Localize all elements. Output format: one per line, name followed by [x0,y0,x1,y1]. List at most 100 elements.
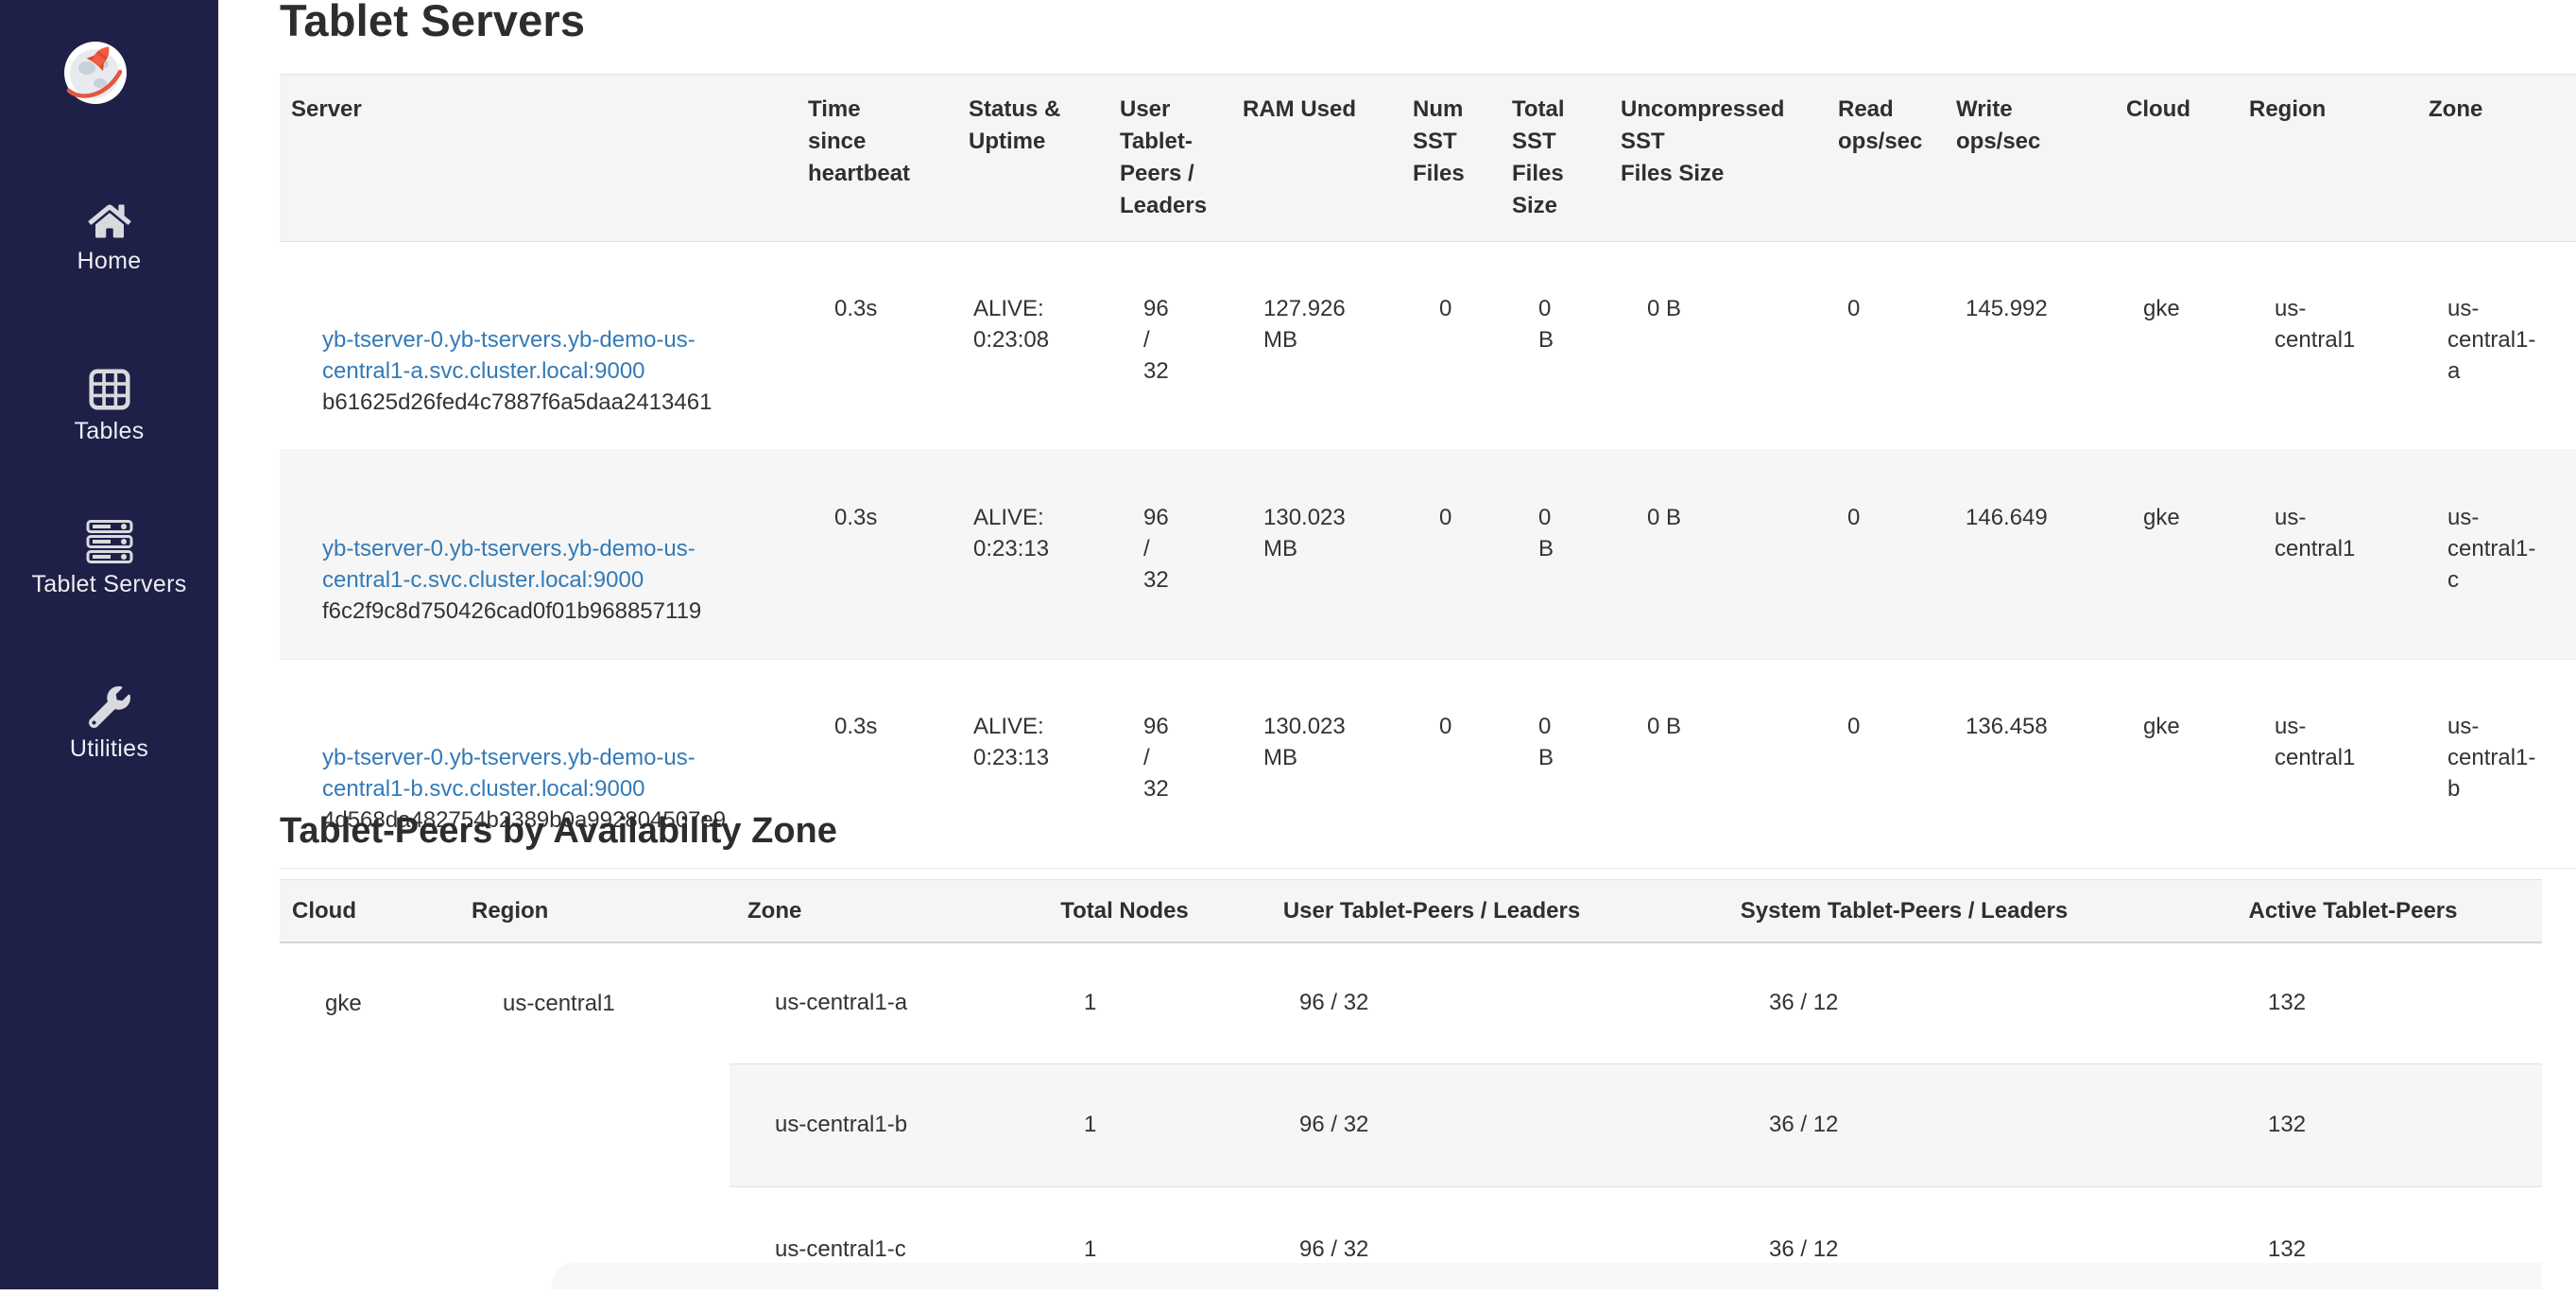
sidebar-item-tables[interactable]: Tables [0,369,218,445]
az-region [454,1186,730,1313]
col-header-uncompressed-sst-files-size: Uncompressed SST Files Size [1611,74,1829,242]
col-header-ram-used: RAM Used [1233,74,1403,242]
total-sst-files-size: 0 B [1538,296,1554,353]
sidebar-item-home[interactable]: Home [0,202,218,275]
next-row-peek [552,1263,2542,1289]
az-active-peers: 132 [2164,1062,2542,1187]
ram-used: 130.023 MB [1263,505,1346,561]
cloud: gke [2143,296,2180,321]
read-ops: 0 [1847,296,1861,321]
col-header-zone: Zone [2419,74,2576,242]
col-header-zone: Zone [730,879,1030,943]
status-uptime: ALIVE: 0:23:13 [973,505,1050,561]
sidebar-item-utilities[interactable]: Utilities [0,686,218,763]
az-table-header-row: Cloud Region Zone Total Nodes User Table… [280,879,2542,943]
sidebar-item-label: Home [77,248,142,274]
tables-icon [88,369,130,410]
total-sst-files-size: 0 B [1538,505,1554,561]
az-zone: us-central1-a [775,990,908,1016]
az-row: us-central1-c 1 96 / 32 36 / 12 132 [280,1186,2542,1313]
col-header-total-sst-files-size: Total SST Files Size [1503,74,1611,242]
az-zone: us-central1-b [730,1062,1030,1187]
yugabyte-logo-icon [64,42,127,104]
col-header-cloud: Cloud [280,879,454,943]
ram-used: 130.023 MB [1263,714,1346,770]
az-cloud [280,1063,454,1186]
tserver-row: yb-tserver-0.yb-tservers.yb-demo-us- cen… [280,660,2576,869]
main-content: Tablet Servers Server Time since heartbe… [218,0,2576,1289]
az-cloud: gke [325,990,362,1016]
az-system-peers: 36 / 12 [1769,1236,1839,1263]
num-sst-files: 0 [1439,714,1452,739]
yugabyte-logo[interactable] [62,40,129,106]
az-active-peers: 132 [2268,990,2307,1016]
time-since-heartbeat: 0.3s [834,296,878,321]
total-sst-files-size: 0 B [1538,714,1554,770]
region: us- central1 [2275,714,2356,770]
zone: us- central1- a [2447,296,2536,384]
az-user-peers: 96 / 32 [1219,1062,1644,1187]
az-total-nodes: 1 [1084,1236,1097,1263]
col-header-read-ops: Read ops/sec [1829,74,1947,242]
col-header-cloud: Cloud [2117,74,2240,242]
sidebar-item-tablet-servers[interactable]: Tablet Servers [0,520,218,598]
tserver-link[interactable]: yb-tserver-0.yb-tservers.yb-demo-us- cen… [322,327,696,384]
num-sst-files: 0 [1439,296,1452,321]
zone: us- central1- b [2447,714,2536,802]
uncompressed-sst-files-size: 0 B [1647,505,1682,530]
az-total-nodes: 1 [1030,1062,1219,1187]
col-header-user-tablet-peers: User Tablet-Peers / Leaders [1219,879,1644,943]
server-cell: yb-tserver-0.yb-tservers.yb-demo-us- cen… [280,451,799,660]
status-uptime: ALIVE: 0:23:13 [973,714,1050,770]
az-region [454,1063,730,1186]
ram-used: 127.926 MB [1263,296,1346,353]
server-cell: yb-tserver-0.yb-tservers.yb-demo-us- cen… [280,660,799,869]
tserver-row: yb-tserver-0.yb-tservers.yb-demo-us- cen… [280,450,2576,660]
tserver-uuid: f6c2f9c8d750426cad0f01b968857119 [322,598,702,624]
tserver-link[interactable]: yb-tserver-0.yb-tservers.yb-demo-us- cen… [322,745,696,802]
server-cell: yb-tserver-0.yb-tservers.yb-demo-us- cen… [280,242,799,451]
uncompressed-sst-files-size: 0 B [1647,296,1682,321]
tserver-uuid: b61625d26fed4c7887f6a5daa2413461 [322,389,713,415]
write-ops: 146.649 [1966,505,2048,530]
status-uptime: ALIVE: 0:23:08 [973,296,1050,353]
user-tablet-peers: 96 / 32 [1143,505,1169,593]
tserver-uuid: 4d568da482754b2389b0a992804507e9 [322,807,727,833]
col-header-write-ops: Write ops/sec [1947,74,2117,242]
sidebar-item-label: Tables [74,418,145,444]
cloud: gke [2143,714,2180,739]
col-header-active-tablet-peers: Active Tablet-Peers [2164,879,2542,943]
az-system-peers: 36 / 12 [1769,990,1839,1016]
time-since-heartbeat: 0.3s [834,714,878,739]
az-total-nodes: 1 [1084,990,1097,1016]
col-header-server: Server [280,74,799,242]
tserver-link[interactable]: yb-tserver-0.yb-tservers.yb-demo-us- cen… [322,536,696,593]
col-header-time-since-heartbeat: Time since heartbeat [799,74,959,242]
col-header-num-sst-files: Num SST Files [1403,74,1503,242]
az-row: us-central1-b 1 96 / 32 36 / 12 132 [280,1062,2542,1187]
page-title: Tablet Servers [280,0,586,45]
cloud: gke [2143,505,2180,530]
read-ops: 0 [1847,505,1861,530]
az-cloud [280,1186,454,1313]
region: us- central1 [2275,505,2356,561]
az-row: gke us-central1 us-central1-a 1 96 / 32 … [280,942,2542,1063]
home-icon [87,204,131,238]
az-active-peers: 132 [2268,1236,2307,1263]
col-header-region: Region [454,879,730,943]
col-header-user-tablet-peers: User Tablet- Peers / Leaders [1110,74,1233,242]
read-ops: 0 [1847,714,1861,739]
user-tablet-peers: 96 / 32 [1143,296,1169,384]
zone: us- central1- c [2447,505,2536,593]
num-sst-files: 0 [1439,505,1452,530]
az-table: Cloud Region Zone Total Nodes User Table… [280,879,2542,1313]
wrench-icon [88,686,130,728]
user-tablet-peers: 96 / 32 [1143,714,1169,802]
az-user-peers: 96 / 32 [1299,990,1369,1016]
time-since-heartbeat: 0.3s [834,505,878,530]
write-ops: 145.992 [1966,296,2048,321]
region: us- central1 [2275,296,2356,353]
az-user-peers: 96 / 32 [1299,1236,1369,1263]
az-region: us-central1 [503,990,615,1016]
col-header-status-uptime: Status & Uptime [959,74,1110,242]
